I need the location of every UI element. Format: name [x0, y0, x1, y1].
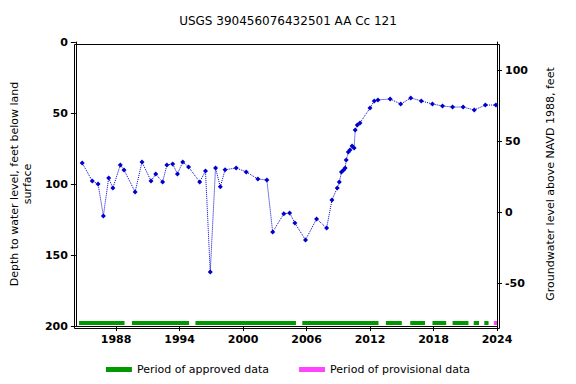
svg-text:200: 200: [45, 320, 68, 333]
svg-text:50: 50: [505, 135, 521, 148]
svg-text:100: 100: [45, 178, 68, 191]
svg-text:2018: 2018: [418, 333, 449, 346]
svg-text:100: 100: [505, 64, 528, 77]
svg-text:50: 50: [53, 107, 69, 120]
svg-text:150: 150: [45, 249, 68, 262]
svg-text:2024: 2024: [482, 333, 513, 346]
svg-text:1988: 1988: [101, 333, 132, 346]
svg-text:Period of provisional data: Period of provisional data: [330, 363, 470, 376]
svg-text:Groundwater level above NAVD 1: Groundwater level above NAVD 1988, feet: [544, 67, 557, 301]
svg-text:0: 0: [505, 206, 513, 219]
svg-text:2012: 2012: [355, 333, 386, 346]
svg-text:surface: surface: [21, 163, 34, 204]
svg-text:Depth to water level, feet bel: Depth to water level, feet below land: [8, 82, 21, 287]
svg-text:1994: 1994: [164, 333, 195, 346]
svg-text:USGS 390456076432501 AA Cc 121: USGS 390456076432501 AA Cc 121: [179, 14, 397, 28]
svg-text:Period of approved data: Period of approved data: [137, 363, 269, 376]
svg-text:2000: 2000: [228, 333, 259, 346]
svg-text:-50: -50: [505, 277, 525, 290]
svg-text:2006: 2006: [291, 333, 322, 346]
svg-text:0: 0: [60, 36, 68, 49]
